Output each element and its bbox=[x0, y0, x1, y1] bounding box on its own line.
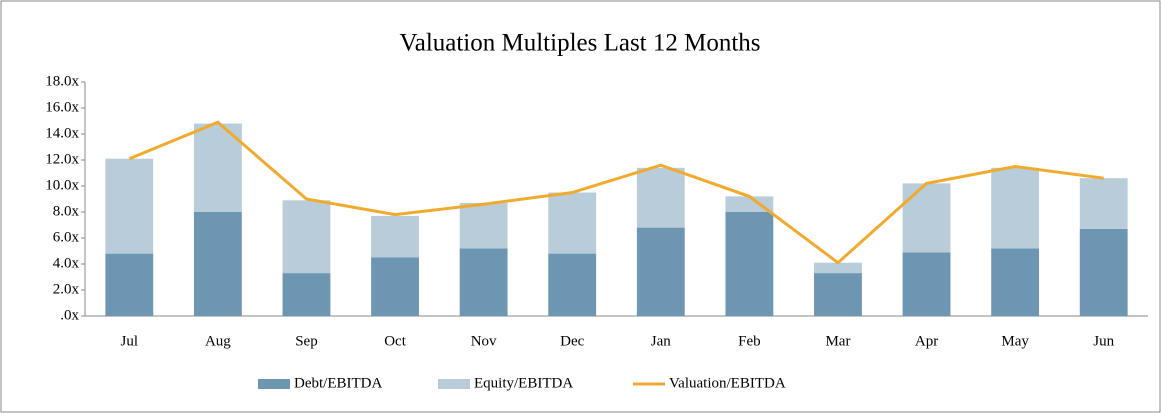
x-tick-label: Dec bbox=[560, 333, 584, 349]
y-tick-label: 8.0x bbox=[53, 203, 80, 219]
y-tick-label: 2.0x bbox=[53, 281, 80, 297]
bar bbox=[459, 248, 508, 316]
y-tick-label: 14.0x bbox=[45, 125, 79, 141]
x-tick-label: Feb bbox=[738, 333, 761, 349]
x-tick-label: Jul bbox=[121, 333, 139, 349]
bar bbox=[371, 257, 419, 316]
y-tick-label: 16.0x bbox=[45, 99, 79, 115]
x-tick-label: Nov bbox=[471, 333, 497, 349]
bar bbox=[636, 167, 685, 228]
y-tick-label: .0x bbox=[60, 307, 79, 323]
legend-label: Equity/EBITDA bbox=[474, 375, 573, 391]
bar bbox=[105, 158, 154, 254]
x-tick-label: Jun bbox=[1093, 333, 1114, 349]
bar bbox=[814, 262, 862, 274]
legend-swatch bbox=[258, 379, 290, 389]
bar bbox=[814, 273, 862, 316]
bar bbox=[902, 183, 951, 253]
legend-label: Debt/EBITDA bbox=[294, 375, 382, 391]
bar bbox=[282, 200, 331, 274]
bar bbox=[991, 248, 1040, 316]
x-tick-label: Jan bbox=[651, 333, 671, 349]
bar bbox=[1079, 178, 1128, 229]
x-tick-label: Oct bbox=[384, 333, 406, 349]
bar bbox=[548, 192, 597, 254]
bar bbox=[725, 212, 774, 316]
y-tick-label: 6.0x bbox=[53, 229, 80, 245]
bar bbox=[459, 202, 508, 249]
bar bbox=[193, 123, 242, 212]
bar bbox=[548, 253, 597, 316]
legend-label: Valuation/EBITDA bbox=[669, 375, 786, 391]
y-tick-label: 4.0x bbox=[53, 255, 80, 271]
x-tick-label: Aug bbox=[205, 333, 231, 349]
bar bbox=[725, 196, 774, 212]
bar bbox=[282, 273, 331, 316]
x-tick-label: Mar bbox=[825, 333, 850, 349]
x-tick-label: Apr bbox=[915, 333, 938, 349]
bar bbox=[991, 167, 1040, 249]
y-tick-label: 12.0x bbox=[45, 151, 79, 167]
bar bbox=[636, 227, 685, 316]
y-tick-label: 10.0x bbox=[45, 177, 79, 193]
bar bbox=[193, 212, 242, 316]
bar bbox=[105, 253, 154, 316]
bar bbox=[1079, 228, 1128, 316]
x-tick-label: May bbox=[1001, 333, 1029, 349]
y-tick-label: 18.0x bbox=[45, 73, 79, 89]
legend-swatch bbox=[438, 379, 470, 389]
x-tick-label: Sep bbox=[295, 333, 318, 349]
bar bbox=[371, 215, 419, 258]
chart-title: Valuation Multiples Last 12 Months bbox=[399, 30, 760, 57]
line bbox=[128, 120, 1104, 265]
bar bbox=[902, 252, 951, 316]
